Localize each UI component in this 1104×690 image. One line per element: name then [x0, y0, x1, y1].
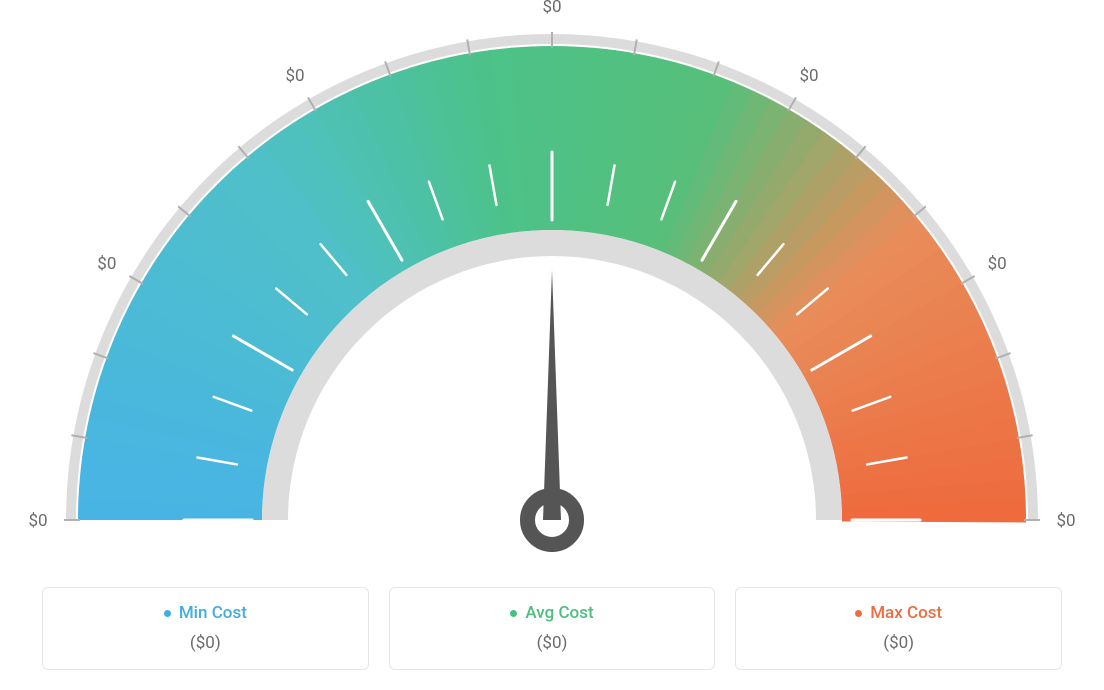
legend-card: Avg Cost ($0) [389, 587, 716, 671]
legend-dot-icon [855, 610, 862, 617]
gauge-scale-label: $0 [28, 511, 47, 531]
gauge-scale-label: $0 [285, 66, 304, 86]
gauge-scale-label: $0 [97, 254, 116, 274]
legend-title: Avg Cost [510, 603, 593, 623]
legend-value: ($0) [754, 633, 1043, 653]
gauge-scale-label: $0 [988, 254, 1007, 274]
legend-label: Min Cost [179, 603, 247, 623]
legend-value: ($0) [408, 633, 697, 653]
legend-title: Min Cost [164, 603, 247, 623]
legend-card: Max Cost ($0) [735, 587, 1062, 671]
legend-value: ($0) [61, 633, 350, 653]
legend-title: Max Cost [855, 603, 942, 623]
legend-card: Min Cost ($0) [42, 587, 369, 671]
legend-label: Max Cost [870, 603, 942, 623]
legend-dot-icon [510, 610, 517, 617]
legend-row: Min Cost ($0) Avg Cost ($0) Max Cost ($0) [42, 587, 1062, 671]
gauge-scale-label: $0 [1056, 511, 1075, 531]
gauge-needle [543, 270, 561, 520]
gauge-chart: $0 $0 $0 $0 $0 $0 $0 [22, 0, 1082, 560]
gauge-svg: $0 $0 $0 $0 $0 $0 $0 [22, 0, 1082, 560]
legend-label: Avg Cost [525, 603, 593, 623]
legend-dot-icon [164, 610, 171, 617]
gauge-scale-label: $0 [542, 0, 561, 17]
gauge-scale-label: $0 [799, 66, 818, 86]
